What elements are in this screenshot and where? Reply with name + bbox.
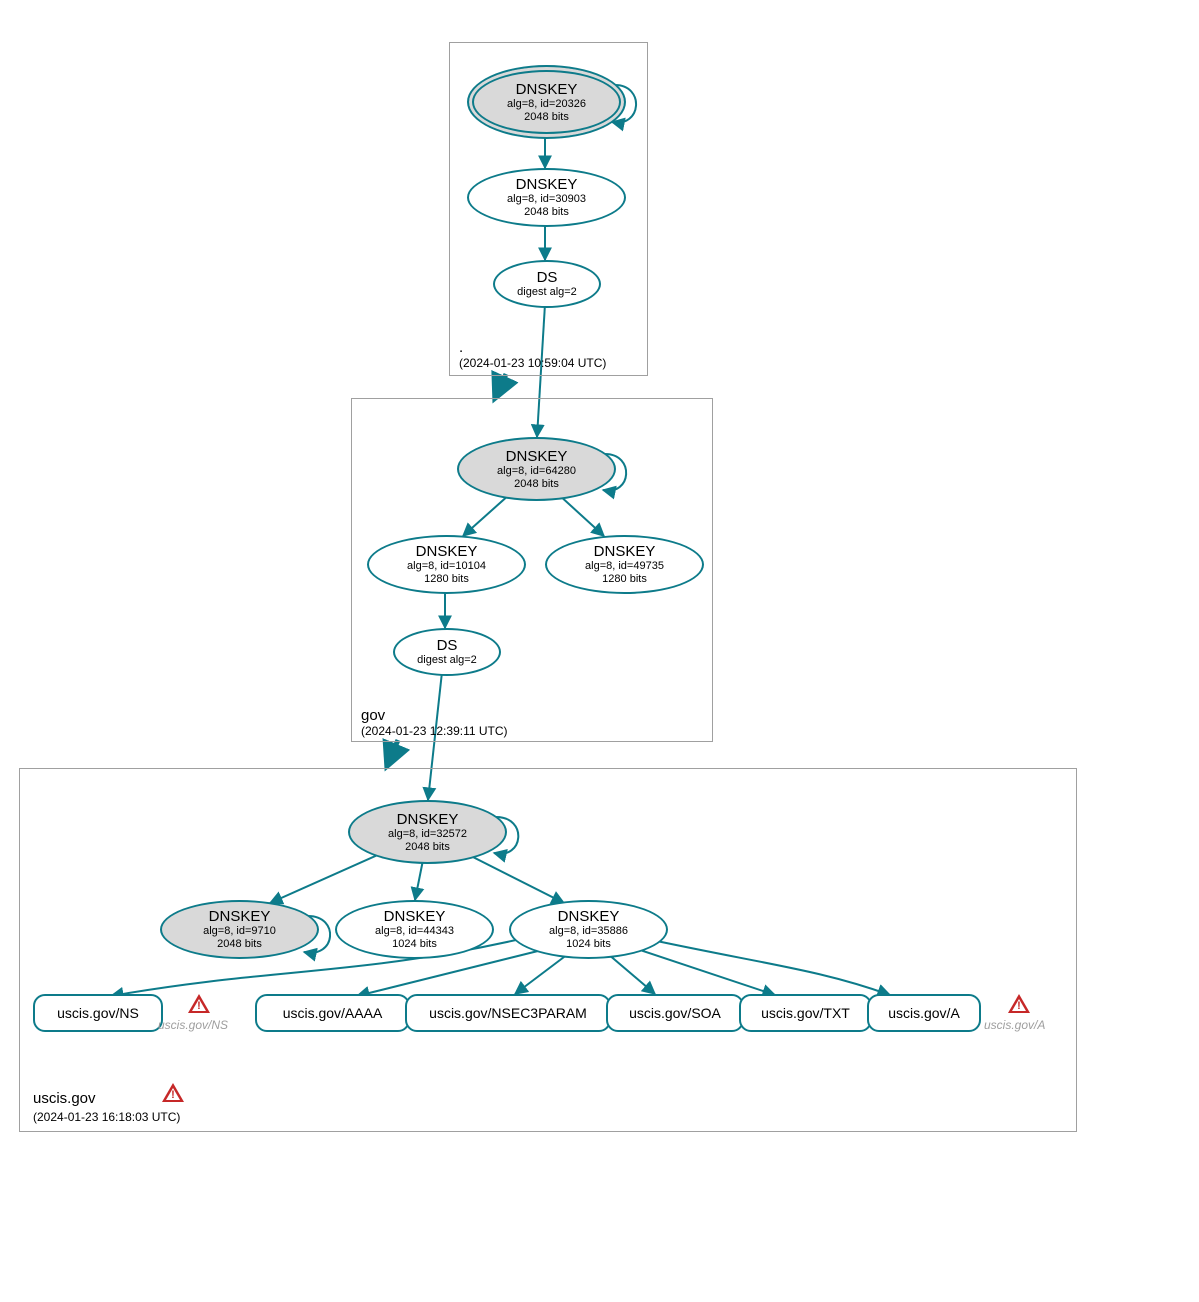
node-sub2: 1024 bits — [392, 938, 437, 951]
zone-gov-label: gov — [361, 707, 385, 724]
node-us_ksk2: DNSKEYalg=8, id=97102048 bits — [160, 900, 319, 959]
node-sub2: 2048 bits — [405, 841, 450, 854]
node-us_zsk2: DNSKEYalg=8, id=358861024 bits — [509, 900, 668, 959]
node-title: DNSKEY — [594, 543, 656, 560]
node-gov_zsk2: DNSKEYalg=8, id=497351280 bits — [545, 535, 704, 594]
node-gov_ds: DSdigest alg=2 — [393, 628, 501, 676]
rrset-ns: uscis.gov/NS — [33, 994, 163, 1032]
node-sub2: 1280 bits — [424, 573, 469, 586]
rrset-a: uscis.gov/A — [867, 994, 981, 1032]
node-sub1: alg=8, id=64280 — [497, 465, 576, 478]
node-sub1: alg=8, id=35886 — [549, 925, 628, 938]
edge — [387, 740, 398, 766]
node-title: DNSKEY — [397, 811, 459, 828]
node-gov_zsk1: DNSKEYalg=8, id=101041280 bits — [367, 535, 526, 594]
node-sub2: 1024 bits — [566, 938, 611, 951]
node-sub2: 2048 bits — [524, 111, 569, 124]
warning-icon: ! — [1008, 994, 1030, 1014]
node-title: DNSKEY — [506, 448, 568, 465]
node-sub1: alg=8, id=49735 — [585, 560, 664, 573]
node-sub2: 2048 bits — [514, 478, 559, 491]
node-sub1: alg=8, id=10104 — [407, 560, 486, 573]
node-sub1: alg=8, id=30903 — [507, 193, 586, 206]
rrset-txt: uscis.gov/TXT — [739, 994, 872, 1032]
node-sub1: digest alg=2 — [517, 286, 577, 299]
zone-uscis-ts: (2024-01-23 16:18:03 UTC) — [33, 1110, 180, 1124]
node-sub1: alg=8, id=20326 — [507, 98, 586, 111]
warning-label: uscis.gov/A — [984, 1018, 1045, 1032]
node-title: DNSKEY — [516, 81, 578, 98]
node-us_zsk1: DNSKEYalg=8, id=443431024 bits — [335, 900, 494, 959]
warning-icon: ! — [188, 994, 210, 1014]
node-us_ksk: DNSKEYalg=8, id=325722048 bits — [348, 800, 507, 864]
node-root_zsk: DNSKEYalg=8, id=309032048 bits — [467, 168, 626, 227]
warning-icon: ! — [162, 1083, 184, 1103]
node-title: DNSKEY — [516, 176, 578, 193]
rrset-nsec3: uscis.gov/NSEC3PARAM — [405, 994, 611, 1032]
node-title: DNSKEY — [416, 543, 478, 560]
zone-uscis-label: uscis.gov — [33, 1090, 96, 1107]
node-title: DNSKEY — [558, 908, 620, 925]
zone-root-label: . — [459, 339, 463, 356]
zone-gov-ts: (2024-01-23 12:39:11 UTC) — [361, 724, 508, 738]
node-sub1: alg=8, id=44343 — [375, 925, 454, 938]
rrset-aaaa: uscis.gov/AAAA — [255, 994, 410, 1032]
node-sub1: alg=8, id=9710 — [203, 925, 276, 938]
zone-root-ts: (2024-01-23 10:59:04 UTC) — [459, 356, 606, 370]
node-sub1: alg=8, id=32572 — [388, 828, 467, 841]
rrset-soa: uscis.gov/SOA — [606, 994, 744, 1032]
node-sub2: 2048 bits — [217, 938, 262, 951]
node-title: DS — [437, 637, 458, 654]
warning-label: uscis.gov/NS — [158, 1018, 228, 1032]
node-sub1: digest alg=2 — [417, 654, 477, 667]
node-root_ksk: DNSKEYalg=8, id=203262048 bits — [467, 65, 626, 139]
node-title: DS — [537, 269, 558, 286]
node-title: DNSKEY — [384, 908, 446, 925]
node-title: DNSKEY — [209, 908, 271, 925]
node-root_ds: DSdigest alg=2 — [493, 260, 601, 308]
node-gov_ksk: DNSKEYalg=8, id=642802048 bits — [457, 437, 616, 501]
node-sub2: 2048 bits — [524, 206, 569, 219]
edge — [495, 374, 506, 398]
node-sub2: 1280 bits — [602, 573, 647, 586]
